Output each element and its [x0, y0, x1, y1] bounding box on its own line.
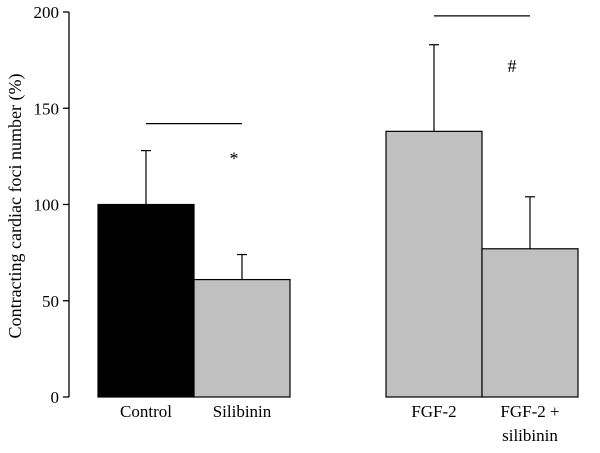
annotations-layer: *#	[146, 15, 530, 168]
y-axis-label: Contracting cardiac foci number (%)	[5, 74, 26, 339]
category-label: silibinin	[502, 426, 558, 445]
bar	[97, 203, 195, 398]
bars-layer: Control Silibinin FGF-2 FGF-2 + silibinin	[97, 44, 579, 445]
bar	[481, 248, 579, 398]
significance-marker: *	[230, 148, 239, 168]
category-label: Silibinin	[213, 402, 272, 421]
y-tick-label: 200	[34, 3, 60, 22]
significance-marker: #	[508, 56, 517, 76]
category-label: FGF-2 +	[500, 402, 559, 421]
y-tick-label: 100	[34, 196, 60, 215]
y-axis: 0 50 100 150 200	[34, 3, 70, 407]
y-tick-label: 150	[34, 99, 60, 118]
y-tick-label: 50	[42, 292, 59, 311]
y-tick-label: 0	[51, 388, 60, 407]
bar	[193, 278, 291, 398]
category-label: Control	[120, 402, 172, 421]
category-label: FGF-2	[411, 402, 456, 421]
bar	[385, 130, 483, 398]
